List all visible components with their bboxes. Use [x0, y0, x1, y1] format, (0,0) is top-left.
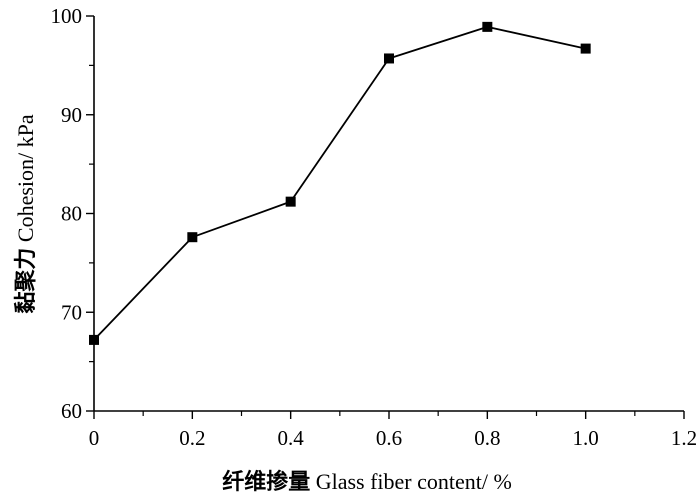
axes — [93, 16, 684, 412]
data-point-marker — [187, 232, 198, 243]
x-axis-title: 纤维掺量 Glass fiber content/ % — [222, 469, 512, 495]
data-point-marker — [89, 334, 99, 345]
x-tick-label: 0 — [89, 426, 100, 450]
y-tick-label: 100 — [51, 4, 83, 28]
y-axis-title: 黏聚力 Cohesion/ kPa — [13, 114, 39, 313]
x-tick-label: 0.4 — [278, 426, 305, 450]
tick-labels: 0 0.2 0.4 0.6 0.8 1.0 1.2 60 70 80 90 100 — [51, 4, 698, 450]
x-tick-label: 0.6 — [376, 426, 402, 450]
data-point-marker — [580, 43, 591, 54]
y-axis-title-en: Cohesion/ kPa — [13, 114, 38, 247]
y-tick-label: 70 — [61, 300, 82, 324]
y-tick-label: 90 — [61, 103, 82, 127]
data-point-marker — [285, 196, 296, 207]
x-tick-label: 1.2 — [671, 426, 697, 450]
series-line — [93, 25, 586, 341]
x-axis-title-cjk: 纤维掺量 — [222, 469, 310, 495]
x-tick-label: 1.0 — [573, 426, 599, 450]
y-axis-title-cjk: 黏聚力 — [14, 248, 39, 314]
data-line — [93, 25, 586, 341]
ticks — [86, 15, 685, 419]
x-axis-title-en: Glass fiber content/ % — [310, 469, 512, 494]
data-point-marker — [384, 53, 394, 64]
y-tick-label: 60 — [61, 399, 82, 423]
markers — [89, 21, 591, 345]
x-tick-label: 0.8 — [474, 426, 500, 450]
data-point-marker — [482, 21, 493, 32]
x-tick-label: 0.2 — [179, 426, 205, 450]
y-tick-label: 80 — [61, 202, 82, 226]
